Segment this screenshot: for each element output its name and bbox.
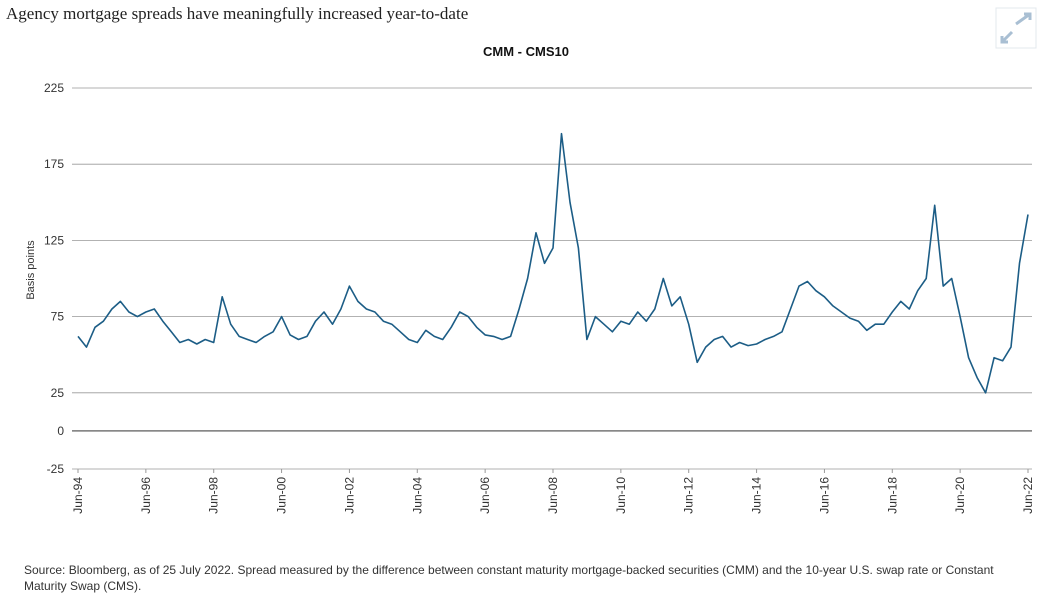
y-tick-label: 225 bbox=[44, 81, 64, 95]
y-tick-label: 175 bbox=[44, 157, 64, 171]
x-tick-label: Jun-16 bbox=[817, 477, 831, 514]
y-tick-label: 75 bbox=[51, 310, 65, 324]
x-tick-label: Jun-04 bbox=[410, 477, 424, 514]
expand-icon[interactable] bbox=[995, 7, 1037, 49]
x-tick-label: Jun-14 bbox=[750, 477, 764, 514]
y-axis-label: Basis points bbox=[25, 240, 37, 300]
x-tick-label: Jun-10 bbox=[614, 477, 628, 514]
x-tick-label: Jun-00 bbox=[275, 477, 289, 514]
x-tick-label: Jun-98 bbox=[207, 477, 221, 514]
y-tick-label: 125 bbox=[44, 233, 64, 247]
y-tick-label: -25 bbox=[47, 462, 65, 476]
chart-title: CMM - CMS10 bbox=[483, 44, 569, 59]
x-tick-label: Jun-12 bbox=[682, 477, 696, 514]
x-tick-label: Jun-94 bbox=[71, 477, 85, 514]
x-tick-label: Jun-02 bbox=[342, 477, 356, 514]
x-tick-label: Jun-96 bbox=[139, 477, 153, 514]
source-note: Source: Bloomberg, as of 25 July 2022. S… bbox=[24, 563, 994, 593]
x-tick-label: Jun-22 bbox=[1021, 477, 1035, 514]
x-tick-label: Jun-18 bbox=[885, 477, 899, 514]
heading: Agency mortgage spreads have meaningfull… bbox=[6, 4, 469, 23]
x-tick-label: Jun-20 bbox=[953, 477, 967, 514]
data-line bbox=[77, 132, 1029, 394]
x-tick-label: Jun-08 bbox=[546, 477, 560, 514]
chart: CMM - CMS10 Basis points -25 0 25 75 125 175 2… bbox=[25, 7, 1037, 514]
y-tick-label: 0 bbox=[57, 424, 64, 438]
x-tick-label: Jun-06 bbox=[478, 477, 492, 514]
y-tick-label: 25 bbox=[51, 386, 65, 400]
